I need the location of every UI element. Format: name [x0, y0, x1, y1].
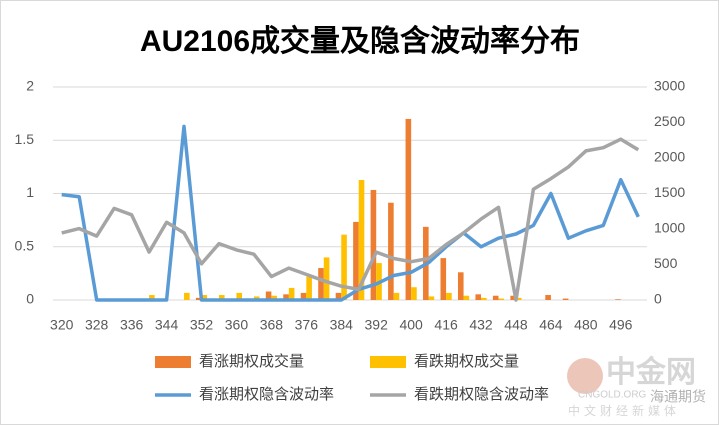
chart-title: AU2106成交量及隐含波动率分布	[140, 24, 580, 58]
bar	[411, 287, 417, 300]
x-tick-label: 416	[434, 317, 458, 333]
y2-tick-label: 2500	[654, 113, 685, 129]
bar	[475, 294, 482, 300]
watermark: 中金网 CNGOLD.ORG 海通期货 中文财经新媒体	[567, 355, 706, 418]
bar	[457, 272, 464, 300]
bar	[440, 258, 447, 300]
x-tick-label: 376	[295, 317, 319, 333]
bar	[323, 257, 330, 300]
y-tick-label: 1.5	[15, 131, 35, 147]
bar	[615, 299, 621, 300]
bar	[306, 276, 312, 300]
y2-tick-label: 3000	[654, 78, 685, 94]
bar	[201, 295, 208, 300]
legend-label: 看跌期权隐含波动率	[414, 386, 549, 403]
bar	[353, 221, 359, 300]
bar	[370, 189, 377, 300]
bar	[265, 291, 272, 300]
bar	[481, 297, 487, 300]
bar	[341, 234, 347, 300]
bar	[545, 295, 551, 300]
bar	[195, 297, 202, 300]
line	[61, 137, 640, 302]
bar	[236, 292, 243, 300]
y2-tick-label: 500	[654, 255, 678, 271]
x-tick-label: 328	[85, 317, 109, 333]
y-tick-label: 1	[26, 184, 34, 200]
bar	[318, 268, 324, 300]
bar	[149, 295, 155, 300]
bar	[405, 118, 412, 300]
y2-tick-label: 1500	[654, 184, 685, 200]
x-tick-label: 400	[399, 317, 423, 333]
x-tick-label: 352	[190, 317, 214, 333]
x-tick-label: 464	[539, 317, 563, 333]
bar	[253, 296, 260, 300]
bar	[283, 294, 289, 300]
bar	[428, 296, 435, 300]
y2-tick-label: 2000	[654, 149, 685, 165]
bar	[393, 292, 400, 300]
bar	[335, 292, 342, 300]
bar	[562, 298, 569, 300]
legend-label: 看跌期权成交量	[414, 352, 519, 370]
line	[61, 124, 640, 302]
watermark-logo	[567, 358, 603, 394]
bar	[358, 180, 365, 300]
bar	[388, 202, 394, 300]
bar	[300, 292, 307, 300]
x-tick-label: 320	[50, 317, 74, 333]
bar	[446, 292, 452, 300]
watermark-source: 海通期货	[650, 389, 706, 405]
x-tick-label: 392	[365, 317, 389, 333]
watermark-site: CNGOLD.ORG	[578, 390, 647, 401]
bar	[184, 292, 190, 300]
y2-tick-label: 1000	[654, 220, 685, 236]
x-tick-label: 384	[330, 317, 354, 333]
bar	[510, 295, 516, 300]
watermark-tagline: 中文财经新媒体	[568, 403, 680, 418]
watermark-brand: 中金网	[606, 355, 696, 389]
y-tick-label: 0.5	[15, 237, 35, 253]
x-tick-label: 448	[504, 317, 528, 333]
x-tick-label: 432	[469, 317, 493, 333]
legend-label: 看涨期权成交量	[199, 352, 304, 370]
x-tick-label: 480	[574, 317, 598, 333]
bar	[463, 295, 470, 300]
x-tick-label: 360	[225, 317, 249, 333]
bar	[218, 295, 225, 300]
legend-swatch	[155, 356, 191, 368]
legend-label: 看涨期权隐含波动率	[199, 386, 334, 403]
bar	[515, 297, 522, 300]
bar	[492, 295, 499, 300]
y-tick-label: 2	[26, 78, 34, 94]
bar	[498, 298, 505, 300]
y2-tick-label: 0	[654, 291, 662, 307]
y-tick-label: 0	[26, 291, 34, 307]
bar	[288, 287, 295, 300]
x-tick-label: 336	[120, 317, 144, 333]
bar	[271, 295, 277, 300]
x-tick-label: 496	[609, 317, 633, 333]
x-tick-label: 368	[260, 317, 284, 333]
x-tick-label: 344	[155, 317, 179, 333]
legend-swatch	[370, 356, 406, 368]
